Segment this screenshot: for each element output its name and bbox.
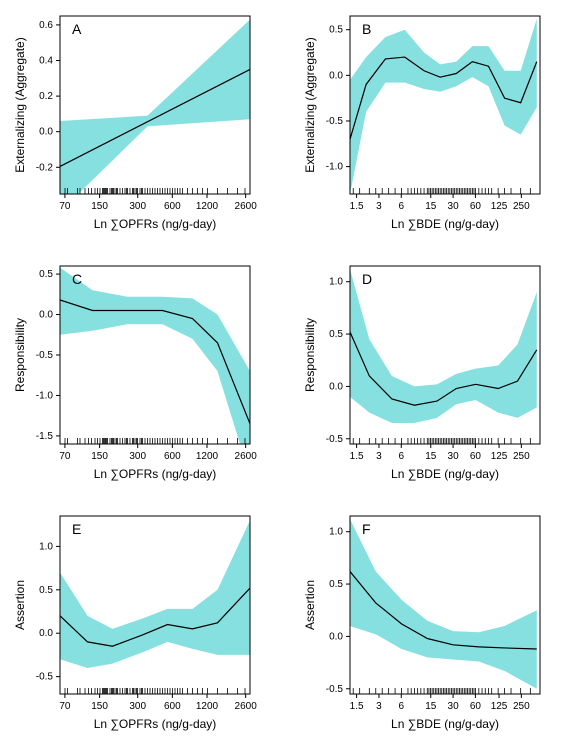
x-tick-label: 1.5 xyxy=(350,451,364,462)
x-tick-label: 6 xyxy=(398,701,404,712)
y-tick-label: 0.0 xyxy=(39,628,53,639)
x-tick-label: 6 xyxy=(398,451,404,462)
x-tick-label: 2600 xyxy=(235,201,258,212)
y-tick-label: 0.6 xyxy=(39,20,53,31)
x-tick-label: 3 xyxy=(376,201,382,212)
panel-A: 70 150 300 600 1200 2600 -0.2 0.0 0.2 0.4 0.6 Ln ∑O… xyxy=(10,8,258,238)
x-tick-label: 1200 xyxy=(196,451,219,462)
y-tick-label: 1.0 xyxy=(329,277,343,288)
y-tick-label: 0.0 xyxy=(39,127,53,138)
y-axis-label: Assertion xyxy=(303,580,317,630)
y-tick-label: 0.5 xyxy=(39,269,53,280)
y-tick-label: 0.0 xyxy=(39,310,53,321)
y-axis-label: Externalizing (Aggregate) xyxy=(303,37,317,172)
x-tick-label: 600 xyxy=(164,451,181,462)
x-tick-label: 1.5 xyxy=(350,201,364,212)
x-tick-label: 300 xyxy=(129,701,146,712)
x-tick-label: 3 xyxy=(376,451,382,462)
figure-container: 70 150 300 600 1200 2600 -0.2 0.0 0.2 0.4 0.6 Ln ∑O… xyxy=(0,0,567,754)
y-axis-label: Responsibility xyxy=(13,318,27,392)
x-tick-label: 150 xyxy=(91,701,108,712)
panel-E: 70 150 300 600 1200 2600 -0.5 0.0 0.5 1.0 Ln ∑OPFR… xyxy=(10,508,258,738)
x-tick-label: 30 xyxy=(448,451,460,462)
x-tick-label: 125 xyxy=(491,701,508,712)
x-axis-label: Ln ∑OPFRs (ng/g-day) xyxy=(94,217,217,231)
x-tick-label: 125 xyxy=(491,451,508,462)
x-tick-label: 300 xyxy=(129,451,146,462)
panel-B: 1.5 3 6 15 30 60 125 250 -1.0 -0.5 0.0 0.5 Ln ∑BDE (… xyxy=(300,8,548,238)
x-axis-label: Ln ∑OPFRs (ng/g-day) xyxy=(94,467,217,481)
x-tick-label: 3 xyxy=(376,701,382,712)
y-tick-label: -1.0 xyxy=(36,390,54,401)
x-axis-label: Ln ∑OPFRs (ng/g-day) xyxy=(94,717,217,731)
x-tick-label: 1.5 xyxy=(350,701,364,712)
y-tick-label: -0.5 xyxy=(326,116,344,127)
panel-letter: A xyxy=(72,21,82,37)
x-axis-label: Ln ∑BDE (ng/g-day) xyxy=(391,217,499,231)
y-tick-label: 0.5 xyxy=(329,579,343,590)
x-tick-label: 15 xyxy=(425,451,437,462)
y-tick-label: 0.5 xyxy=(329,329,343,340)
x-tick-label: 30 xyxy=(448,201,460,212)
x-tick-label: 70 xyxy=(59,201,71,212)
y-tick-label: 0.5 xyxy=(329,25,343,36)
y-tick-label: -0.2 xyxy=(36,162,54,173)
x-tick-label: 600 xyxy=(164,201,181,212)
ci-band xyxy=(350,269,537,423)
x-tick-label: 1200 xyxy=(196,201,219,212)
panel-F: 1.5 3 6 15 30 60 125 250 -0.5 0.0 0.5 1.0 Ln ∑BDE (n… xyxy=(300,508,548,738)
x-tick-label: 15 xyxy=(425,201,437,212)
x-tick-label: 60 xyxy=(470,201,482,212)
x-tick-label: 250 xyxy=(513,701,530,712)
panel-D: 1.5 3 6 15 30 60 125 250 -0.5 0.0 0.5 1.0 Ln ∑BDE (n… xyxy=(300,258,548,488)
x-tick-label: 2600 xyxy=(235,701,258,712)
y-tick-label: 0.4 xyxy=(39,56,53,67)
y-axis-label: Responsibility xyxy=(303,318,317,392)
x-axis-label: Ln ∑BDE (ng/g-day) xyxy=(391,467,499,481)
x-tick-label: 30 xyxy=(448,701,460,712)
x-tick-label: 2600 xyxy=(235,451,258,462)
panel-letter: D xyxy=(362,271,372,287)
x-axis-label: Ln ∑BDE (ng/g-day) xyxy=(391,717,499,731)
x-tick-label: 70 xyxy=(59,451,71,462)
panel-letter: B xyxy=(362,21,371,37)
ci-band xyxy=(350,519,537,689)
y-tick-label: -0.5 xyxy=(326,684,344,695)
y-axis-label: Assertion xyxy=(13,580,27,630)
x-tick-label: 300 xyxy=(129,201,146,212)
y-tick-label: -0.5 xyxy=(36,672,54,683)
panel-letter: E xyxy=(72,521,81,537)
x-tick-label: 70 xyxy=(59,701,71,712)
panel-C: 70 150 300 600 1200 2600 -1.5 -1.0 -0.5 0.0 0.5 Ln … xyxy=(10,258,258,488)
y-tick-label: -1.0 xyxy=(326,162,344,173)
y-tick-label: -0.5 xyxy=(36,350,54,361)
x-tick-label: 15 xyxy=(425,701,437,712)
y-tick-label: 0.2 xyxy=(39,91,53,102)
panel-letter: C xyxy=(72,271,82,287)
y-tick-label: -0.5 xyxy=(326,434,344,445)
x-tick-label: 250 xyxy=(513,451,530,462)
ci-band xyxy=(60,20,250,212)
x-tick-label: 60 xyxy=(470,701,482,712)
ci-band xyxy=(60,520,250,668)
y-tick-label: 0.0 xyxy=(329,381,343,392)
y-tick-label: 1.0 xyxy=(39,541,53,552)
x-tick-label: 6 xyxy=(398,201,404,212)
x-tick-label: 150 xyxy=(91,201,108,212)
panel-letter: F xyxy=(362,521,371,537)
y-tick-label: 0.0 xyxy=(329,631,343,642)
y-axis-label: Externalizing (Aggregate) xyxy=(13,37,27,172)
x-tick-label: 600 xyxy=(164,701,181,712)
x-tick-label: 150 xyxy=(91,451,108,462)
ci-band xyxy=(60,268,250,477)
y-tick-label: -1.5 xyxy=(36,431,54,442)
y-tick-label: 0.5 xyxy=(39,585,53,596)
x-tick-label: 125 xyxy=(491,201,508,212)
y-tick-label: 1.0 xyxy=(329,527,343,538)
x-tick-label: 250 xyxy=(513,201,530,212)
ci-band xyxy=(350,19,537,194)
x-tick-label: 60 xyxy=(470,451,482,462)
y-tick-label: 0.0 xyxy=(329,70,343,81)
x-tick-label: 1200 xyxy=(196,701,219,712)
